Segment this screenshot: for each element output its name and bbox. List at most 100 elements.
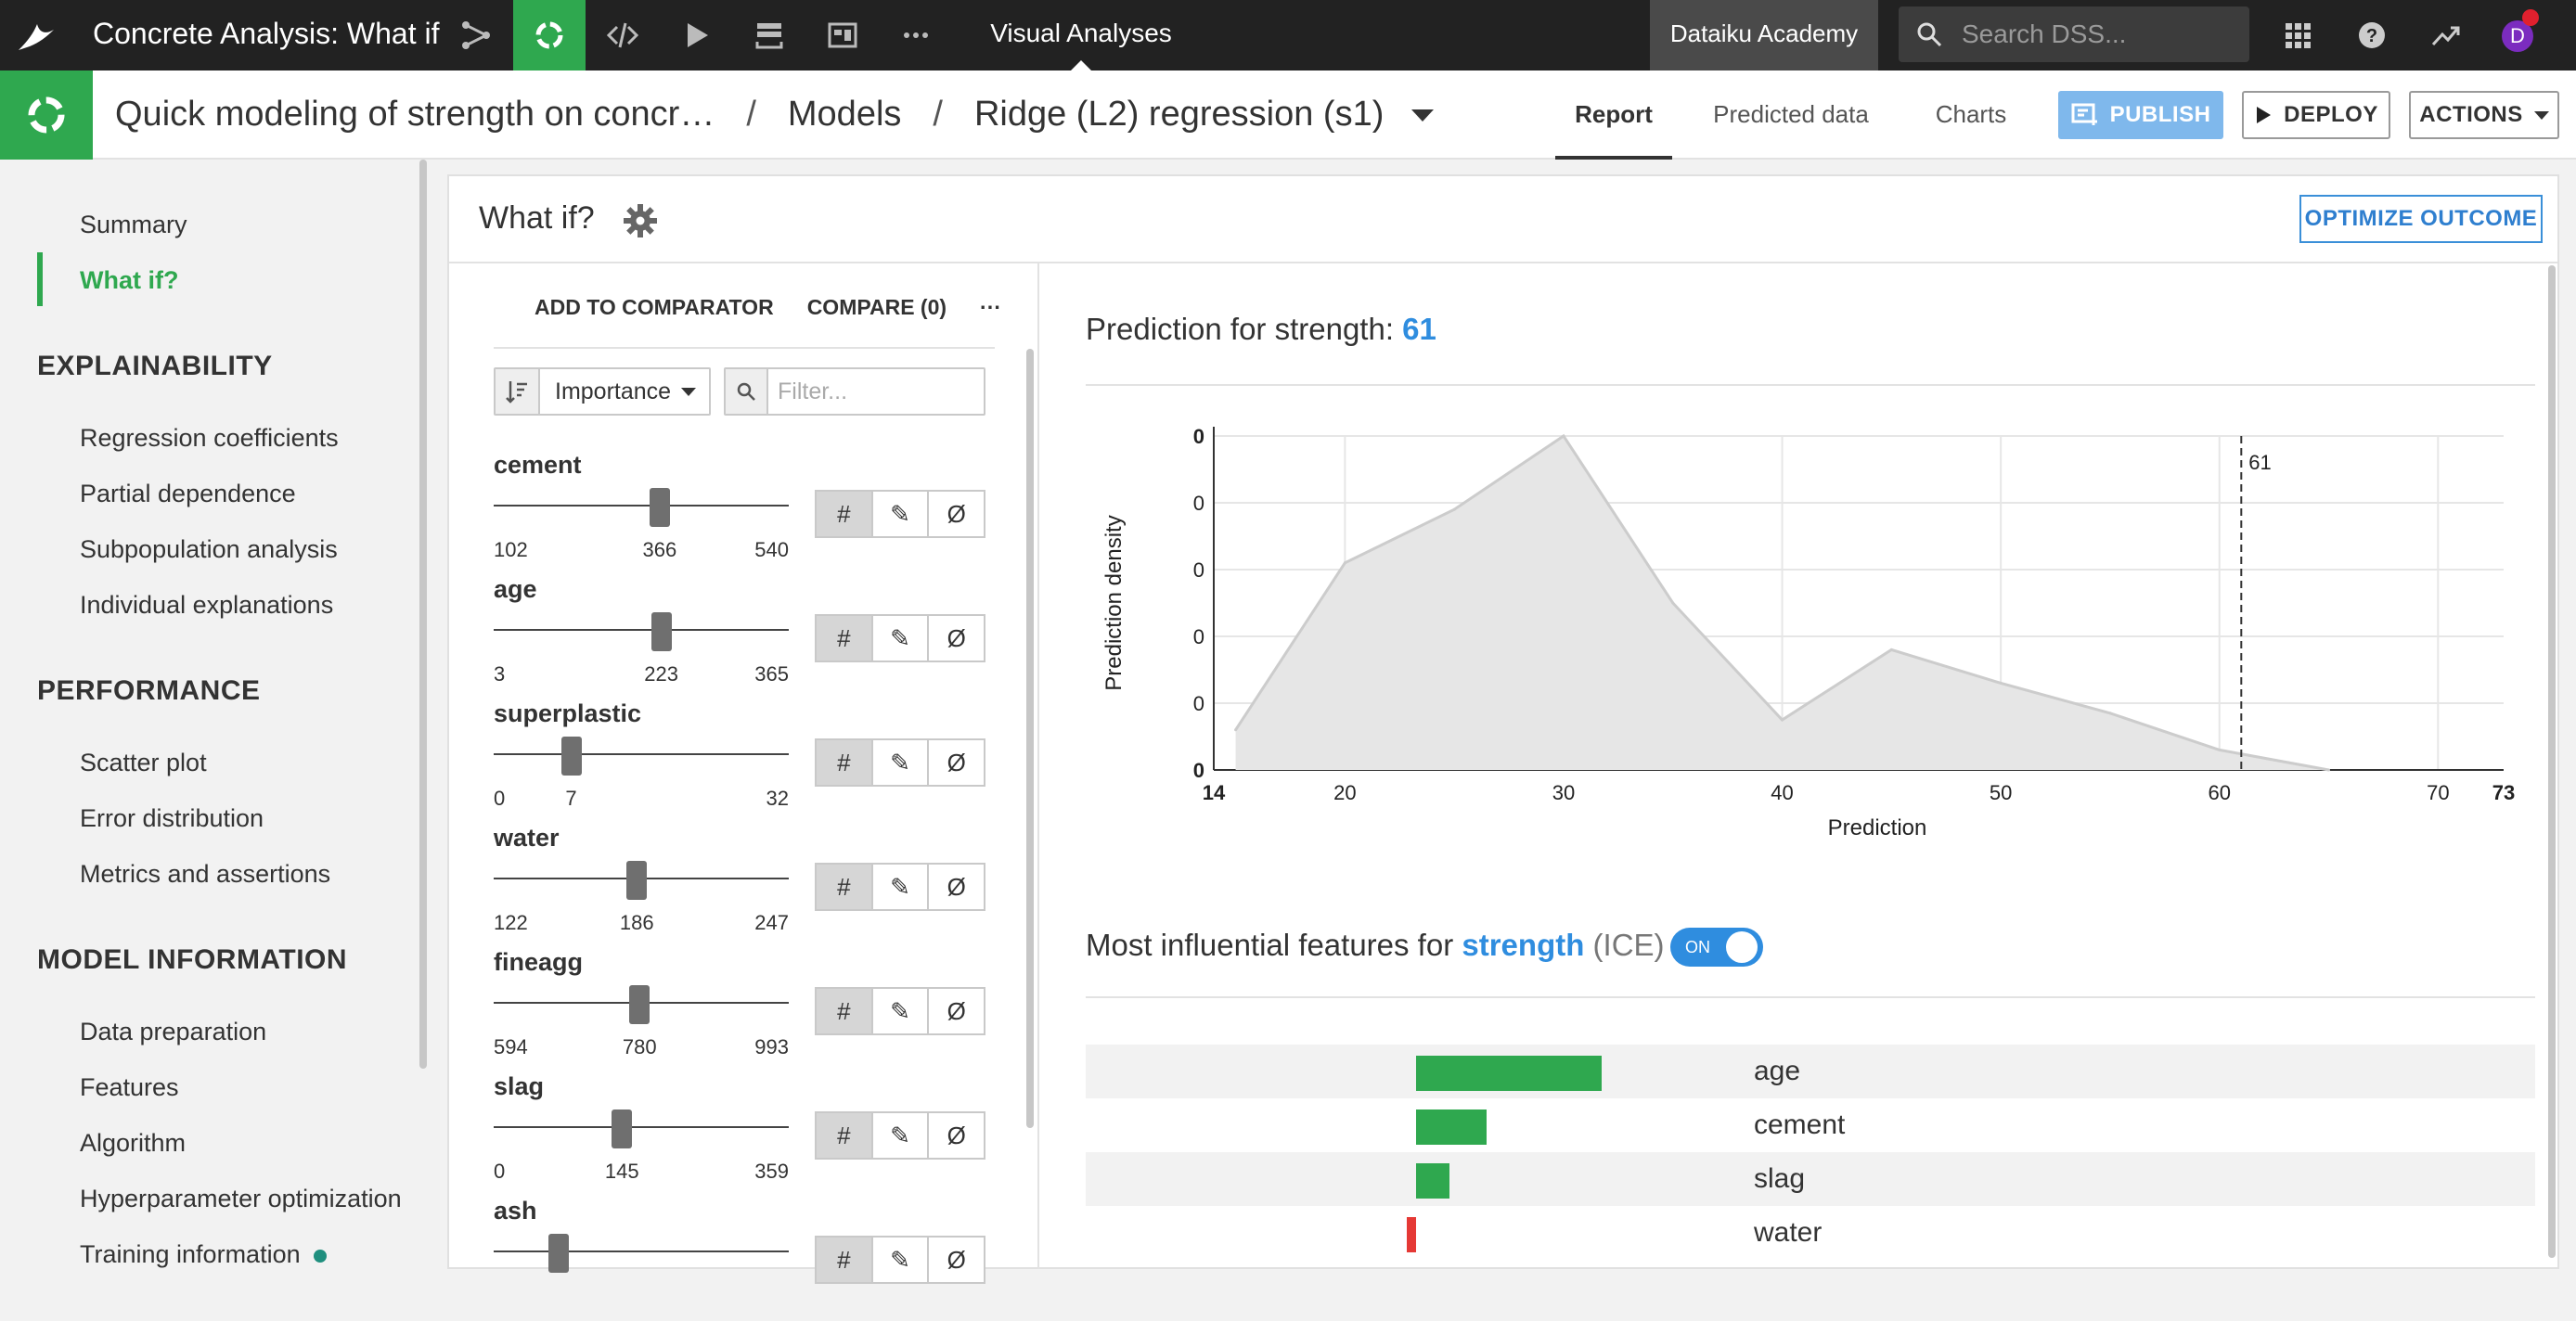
x-tick-label: 60 [2208, 781, 2230, 804]
sidebar-item-subpopulation-analysis[interactable]: Subpopulation analysis [80, 535, 338, 563]
feature-name: ash [494, 1197, 537, 1225]
edit-mode-button[interactable]: ✎ [873, 616, 930, 660]
feature-row-slag: slag 0 145 359 # ✎ Ø [494, 1072, 1013, 1197]
feature-row-ash: ash # ✎ Ø [494, 1197, 1013, 1321]
tab-report[interactable]: Report [1555, 71, 1672, 160]
sort-dropdown[interactable]: Importance [494, 367, 711, 416]
slider-max-label: 32 [766, 787, 789, 810]
academy-link[interactable]: Dataiku Academy [1650, 0, 1878, 71]
sidebar-item-data-preparation[interactable]: Data preparation [80, 1018, 267, 1045]
help-icon[interactable]: ? [2344, 0, 2400, 71]
numeric-mode-button[interactable]: # [817, 740, 873, 785]
edit-mode-button[interactable]: ✎ [873, 865, 930, 909]
optimize-outcome-button[interactable]: OPTIMIZE OUTCOME [2299, 195, 2543, 243]
flow-icon[interactable] [440, 0, 512, 71]
edit-mode-button[interactable]: ✎ [873, 989, 930, 1033]
project-title[interactable]: Concrete Analysis: What if [93, 17, 440, 50]
chevron-down-icon[interactable] [1411, 109, 1435, 122]
sidebar-item-hyperparameter-optimization[interactable]: Hyperparameter optimization [80, 1185, 402, 1212]
density-point [2108, 712, 2112, 715]
compare-button[interactable]: COMPARE (0) [806, 295, 947, 319]
svg-text:?: ? [2366, 26, 2377, 46]
edit-mode-button[interactable]: ✎ [873, 740, 930, 785]
add-to-comparator-button[interactable]: ADD TO COMPARATOR [535, 295, 774, 319]
sidebar-item-features[interactable]: Features [80, 1073, 179, 1101]
dashboard-icon[interactable] [806, 0, 879, 71]
visual-analyses-menu[interactable]: Visual Analyses [974, 0, 1188, 71]
breadcrumb-model[interactable]: Ridge (L2) regression (s1) [973, 95, 1385, 134]
sidebar-item-error-distribution[interactable]: Error distribution [80, 804, 264, 832]
breadcrumb-project[interactable]: Quick modeling of strength on concr… [115, 95, 715, 134]
gear-icon[interactable] [622, 202, 659, 239]
ice-toggle[interactable]: ON [1670, 928, 1763, 967]
edit-mode-button[interactable]: ✎ [873, 1238, 930, 1282]
numeric-mode-button[interactable]: # [817, 492, 873, 536]
analysis-icon[interactable] [513, 0, 586, 71]
sidebar-item-what-if[interactable]: What if? [80, 266, 179, 294]
search-input[interactable]: Search DSS... [1899, 6, 2249, 62]
empty-value-button[interactable]: Ø [947, 748, 966, 776]
filter-input[interactable]: Filter... [724, 367, 985, 416]
sidebar-item-regression-coefficients[interactable]: Regression coefficients [80, 424, 339, 452]
ice-suffix: (ICE) [1584, 928, 1665, 962]
slider-handle[interactable] [649, 488, 670, 527]
code-icon[interactable] [586, 0, 659, 71]
slider-handle[interactable] [612, 1109, 633, 1148]
feature-name: water [494, 824, 560, 852]
slider-handle[interactable] [629, 985, 650, 1024]
publish-button[interactable]: PUBLISH [2058, 91, 2223, 139]
edit-mode-button[interactable]: ✎ [873, 492, 930, 536]
sidebar-item-summary[interactable]: Summary [80, 211, 187, 238]
slider-track[interactable] [494, 629, 789, 631]
tab-charts[interactable]: Charts [1935, 100, 2007, 128]
sidebar-item-partial-dependence[interactable]: Partial dependence [80, 480, 296, 507]
slider-max-label: 365 [754, 662, 789, 686]
numeric-mode-button[interactable]: # [817, 1113, 873, 1158]
sidebar-item-training-information[interactable]: Training information [80, 1236, 327, 1273]
numeric-mode-button[interactable]: # [817, 989, 873, 1033]
slider-track[interactable] [494, 505, 789, 507]
slider-track[interactable] [494, 753, 789, 755]
run-icon[interactable] [660, 0, 732, 71]
more-options-button[interactable]: ··· [980, 295, 1002, 319]
slider-handle[interactable] [560, 737, 582, 776]
sidebar-item-scatter-plot[interactable]: Scatter plot [80, 749, 207, 776]
empty-value-button[interactable]: Ø [947, 1245, 966, 1274]
analysis-icon [0, 71, 93, 160]
empty-value-button[interactable]: Ø [947, 623, 966, 652]
slider-handle[interactable] [650, 612, 672, 651]
sort-icon[interactable] [496, 369, 540, 414]
tab-predicted-data[interactable]: Predicted data [1713, 100, 1869, 128]
slider-track[interactable] [494, 1126, 789, 1128]
sidebar-scrollbar[interactable] [419, 160, 427, 1069]
main-scrollbar[interactable] [2548, 265, 2556, 1258]
more-icon[interactable] [880, 0, 952, 71]
empty-value-button[interactable]: Ø [947, 499, 966, 528]
numeric-mode-button[interactable]: # [817, 616, 873, 660]
prediction-label: Prediction for strength: [1086, 312, 1403, 346]
slider-track[interactable] [494, 1250, 789, 1252]
numeric-mode-button[interactable]: # [817, 865, 873, 909]
sidebar-item-metrics-and-assertions[interactable]: Metrics and assertions [80, 860, 331, 888]
bird-logo-icon[interactable] [13, 13, 59, 59]
breadcrumb-models[interactable]: Models [787, 95, 902, 134]
feature-list-scrollbar[interactable] [1026, 349, 1034, 1128]
slider-handle[interactable] [548, 1234, 570, 1273]
empty-value-button[interactable]: Ø [947, 872, 966, 901]
empty-value-button[interactable]: Ø [947, 1121, 966, 1149]
sidebar-item-individual-explanations[interactable]: Individual explanations [80, 591, 334, 619]
apps-grid-icon[interactable] [2270, 0, 2325, 71]
actions-label: ACTIONS [2419, 102, 2523, 127]
chevron-down-icon [681, 388, 696, 396]
empty-value-button[interactable]: Ø [947, 996, 966, 1025]
edit-mode-button[interactable]: ✎ [873, 1113, 930, 1158]
slider-handle[interactable] [626, 861, 648, 900]
numeric-mode-button[interactable]: # [817, 1238, 873, 1282]
stack-icon[interactable] [733, 0, 805, 71]
ice-feature-label: age [1754, 1056, 1801, 1086]
sidebar-item-algorithm[interactable]: Algorithm [80, 1129, 187, 1157]
deploy-button[interactable]: DEPLOY [2242, 91, 2390, 139]
activity-icon[interactable] [2418, 0, 2474, 71]
actions-button[interactable]: ACTIONS [2409, 91, 2559, 139]
